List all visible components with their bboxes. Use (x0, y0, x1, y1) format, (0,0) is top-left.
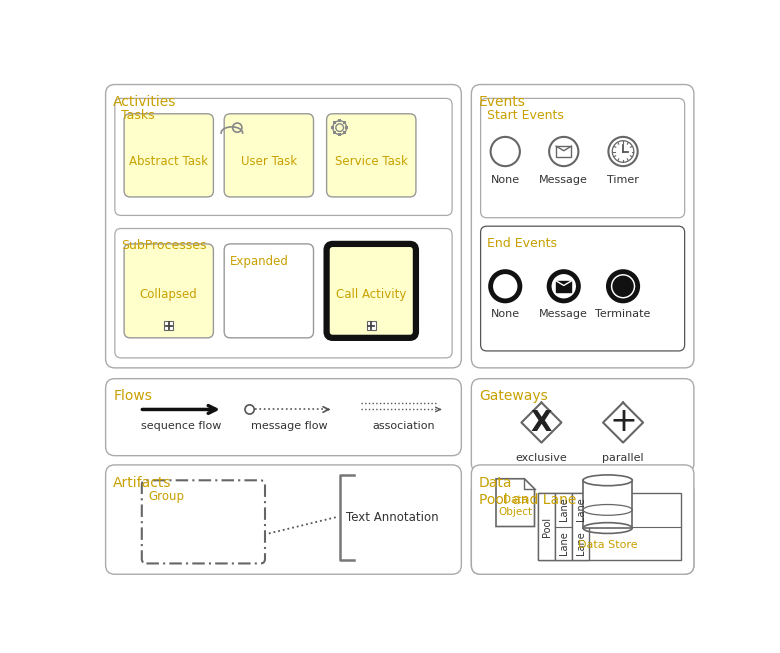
FancyBboxPatch shape (471, 379, 694, 473)
Bar (555, 492, 573, 560)
Circle shape (608, 272, 638, 301)
FancyBboxPatch shape (105, 379, 461, 456)
Bar (333, 131, 336, 134)
FancyBboxPatch shape (327, 114, 416, 197)
FancyBboxPatch shape (124, 114, 214, 197)
FancyBboxPatch shape (480, 226, 685, 351)
Text: Flows: Flows (113, 389, 152, 404)
Text: Message: Message (539, 310, 588, 319)
FancyBboxPatch shape (471, 84, 694, 368)
Ellipse shape (583, 475, 633, 486)
Bar (538, 492, 555, 560)
FancyBboxPatch shape (471, 465, 694, 574)
Circle shape (491, 137, 519, 166)
Text: sequence flow: sequence flow (141, 421, 222, 431)
FancyBboxPatch shape (471, 482, 694, 574)
Circle shape (613, 276, 633, 296)
FancyBboxPatch shape (224, 114, 314, 197)
Circle shape (549, 272, 579, 301)
Bar (343, 131, 346, 134)
FancyBboxPatch shape (105, 465, 461, 574)
Bar (164, 321, 173, 330)
Bar (367, 321, 376, 330)
Text: Pool and Lane: Pool and Lane (479, 492, 576, 507)
Circle shape (608, 137, 638, 166)
Text: Call Activity: Call Activity (336, 288, 406, 301)
FancyBboxPatch shape (105, 84, 461, 368)
Text: association: association (372, 421, 435, 431)
FancyBboxPatch shape (480, 99, 685, 217)
FancyBboxPatch shape (327, 244, 416, 338)
Text: Gateways: Gateways (479, 389, 548, 404)
FancyBboxPatch shape (124, 244, 214, 338)
Bar (573, 492, 589, 560)
Bar (339, 133, 341, 136)
FancyBboxPatch shape (115, 229, 452, 358)
Text: Data: Data (479, 475, 512, 490)
Polygon shape (603, 402, 643, 443)
Polygon shape (496, 479, 534, 526)
Text: End Events: End Events (487, 237, 557, 250)
Text: SubProcesses: SubProcesses (121, 239, 207, 252)
Text: Data
Object: Data Object (498, 495, 532, 517)
Text: Artifacts: Artifacts (113, 475, 172, 490)
Text: Lane: Lane (576, 532, 586, 555)
Bar (556, 281, 572, 292)
Circle shape (612, 141, 634, 163)
Text: Lane: Lane (558, 532, 569, 555)
Bar (333, 121, 336, 124)
Polygon shape (521, 402, 562, 443)
Text: X: X (530, 409, 552, 437)
Text: Collapsed: Collapsed (140, 288, 197, 301)
Text: Message: Message (539, 174, 588, 185)
Text: Events: Events (479, 95, 526, 109)
Text: Abstract Task: Abstract Task (129, 155, 208, 168)
Text: Lane: Lane (576, 498, 586, 522)
FancyBboxPatch shape (115, 99, 452, 215)
Text: parallel: parallel (602, 453, 643, 464)
Bar (345, 126, 348, 129)
Text: Expanded: Expanded (230, 255, 289, 268)
Text: Activities: Activities (113, 95, 177, 109)
Text: Lane: Lane (558, 498, 569, 522)
Circle shape (245, 405, 254, 414)
Text: None: None (491, 174, 519, 185)
Text: Text Annotation: Text Annotation (346, 511, 438, 524)
Text: Start Events: Start Events (487, 109, 564, 122)
Text: Terminate: Terminate (595, 310, 651, 319)
Text: exclusive: exclusive (516, 453, 567, 464)
Bar (583, 481, 633, 528)
Text: message flow: message flow (251, 421, 328, 431)
Text: None: None (491, 310, 519, 319)
Circle shape (549, 137, 579, 166)
Text: Pool: Pool (542, 517, 551, 537)
Text: Service Task: Service Task (335, 155, 408, 168)
Text: Tasks: Tasks (121, 109, 154, 122)
Bar (343, 121, 346, 124)
Text: Timer: Timer (607, 174, 639, 185)
Bar (339, 119, 341, 122)
Bar (538, 492, 681, 560)
Text: +: + (609, 404, 637, 438)
Bar (332, 126, 335, 129)
Text: Group: Group (148, 490, 184, 503)
FancyBboxPatch shape (224, 244, 314, 338)
Circle shape (491, 272, 519, 301)
Text: User Task: User Task (241, 155, 297, 168)
Bar (556, 146, 572, 157)
Text: Data Store: Data Store (578, 539, 637, 550)
